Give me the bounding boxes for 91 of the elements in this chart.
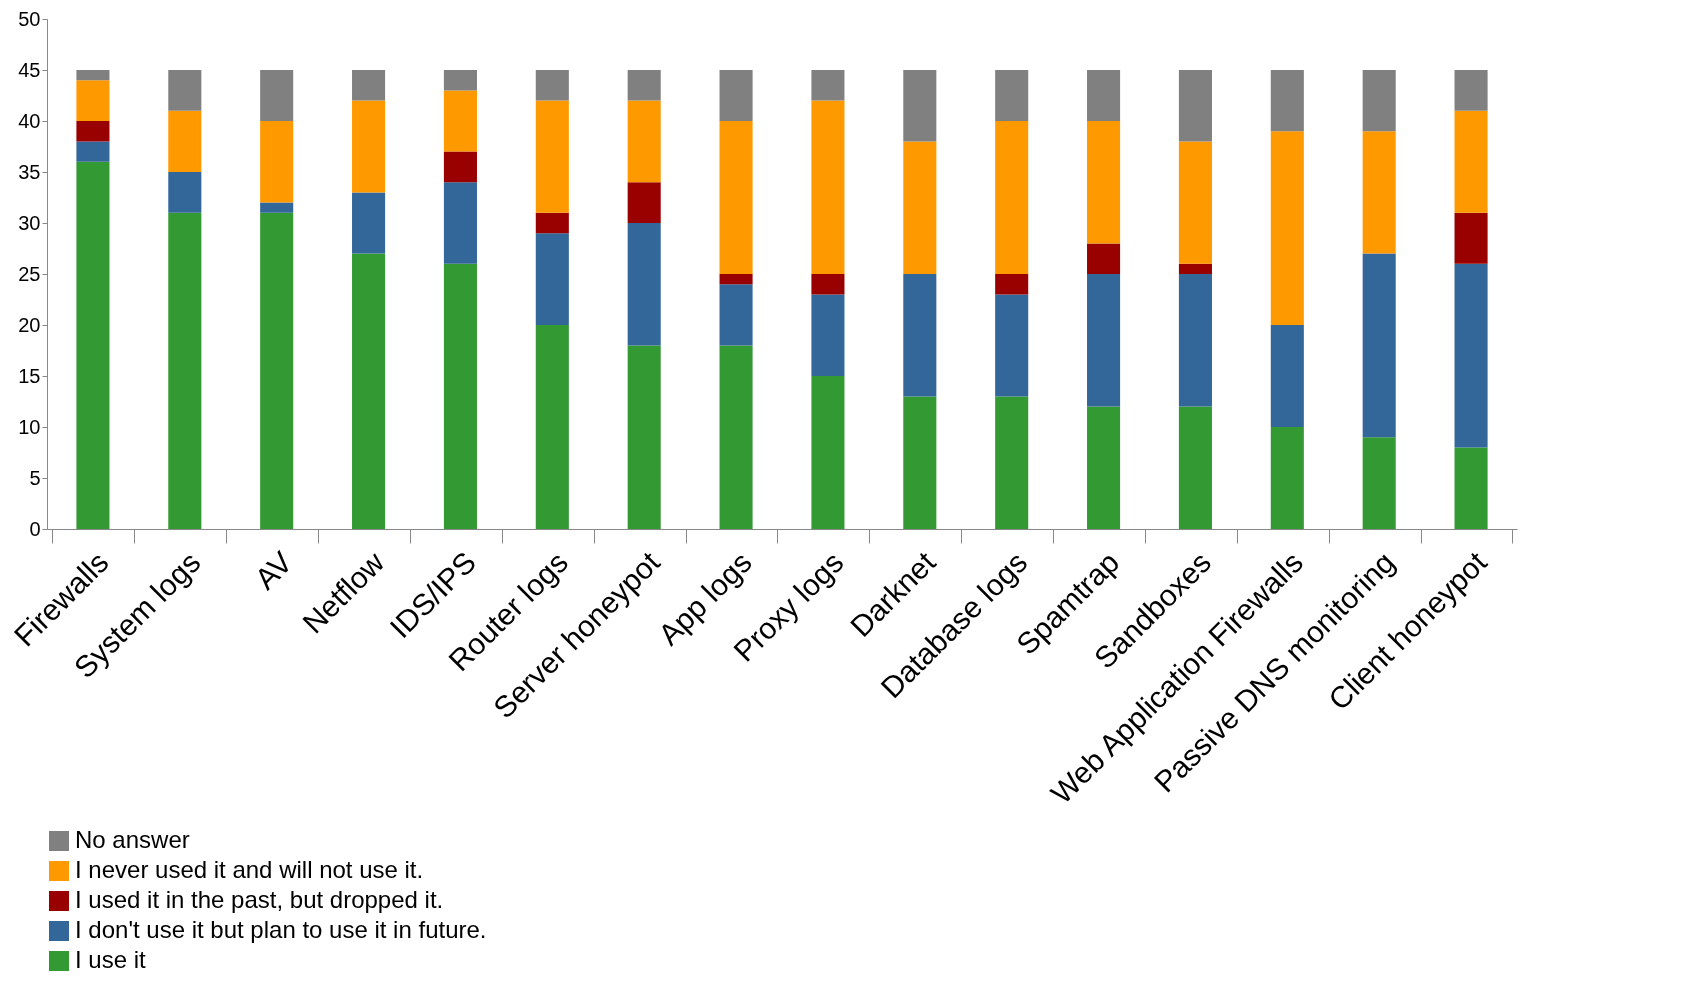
bar [535,212,569,234]
bar [443,182,477,264]
bar [719,70,753,121]
bar [535,70,569,101]
bar [1454,212,1488,264]
bar [260,70,294,121]
bar [168,70,202,111]
bar [1362,437,1396,529]
bar [535,100,569,213]
bar [903,70,937,142]
bar [260,121,294,203]
bar [443,151,477,183]
bar [811,70,845,101]
y-tick-label: 25 [18,262,41,285]
bar [811,274,845,295]
bar [627,223,661,346]
legend-label: I use it [75,946,147,973]
bar [1087,274,1121,407]
bar [1178,263,1212,274]
bar [168,172,202,213]
bar [811,294,845,376]
y-tick-label: 40 [18,109,41,132]
y-tick-label: 20 [18,313,41,336]
bar [995,396,1029,529]
y-tick-label: 35 [18,160,41,183]
bar [76,141,110,162]
bar [995,121,1029,274]
legend-label: No answer [75,826,190,853]
bar [1270,131,1304,325]
bar [1270,325,1304,427]
bar [1454,70,1488,111]
bar [1087,243,1121,274]
y-tick-label: 5 [29,466,41,489]
legend-label: I don't use it but plan to use it in future. [75,916,487,943]
y-tick-label: 10 [18,415,41,438]
bar [1178,274,1212,407]
bar [76,80,110,121]
bar [76,121,110,142]
bar [1087,406,1121,529]
y-tick-label: 50 [18,7,41,30]
bar [76,161,110,529]
bar [1178,141,1212,264]
bar [1454,263,1488,448]
bar [1454,447,1488,529]
legend-label: I never used it and will not use it. [75,856,424,883]
bar [719,121,753,274]
bar [1362,131,1396,254]
bar [811,100,845,274]
bar [719,274,753,285]
bar [903,396,937,529]
y-tick-label: 30 [18,211,41,234]
bar [811,376,845,529]
bar [1454,110,1488,213]
bar [260,202,294,213]
y-tick-label: 45 [18,58,41,81]
bar [168,212,202,529]
bar [627,182,661,223]
bar [1270,70,1304,132]
bar [535,325,569,529]
bar [1362,253,1396,438]
bar [995,70,1029,121]
bar [443,263,477,529]
bar [627,100,661,183]
bar [719,284,753,346]
bar [1178,70,1212,142]
bar [627,345,661,529]
bar [627,70,661,101]
bar [719,345,753,529]
bar [535,233,569,325]
bar [260,212,294,529]
y-tick-label: 15 [18,364,41,387]
bar [1362,70,1396,132]
bar [1087,70,1121,121]
legend-label: I used it in the past, but dropped it. [75,886,444,913]
bar [903,274,937,397]
bar [443,90,477,152]
bar [352,253,386,529]
bar [903,141,937,274]
bar [1087,121,1121,244]
bar [1178,406,1212,529]
bar [443,70,477,91]
bar [352,100,386,193]
bar [995,274,1029,295]
bar [352,70,386,101]
bar [76,70,110,81]
bar [168,110,202,172]
bar [352,192,386,254]
bar [995,294,1029,397]
y-tick-label: 0 [29,517,41,540]
x-tick-label: AV [248,545,299,596]
bar [1270,427,1304,529]
